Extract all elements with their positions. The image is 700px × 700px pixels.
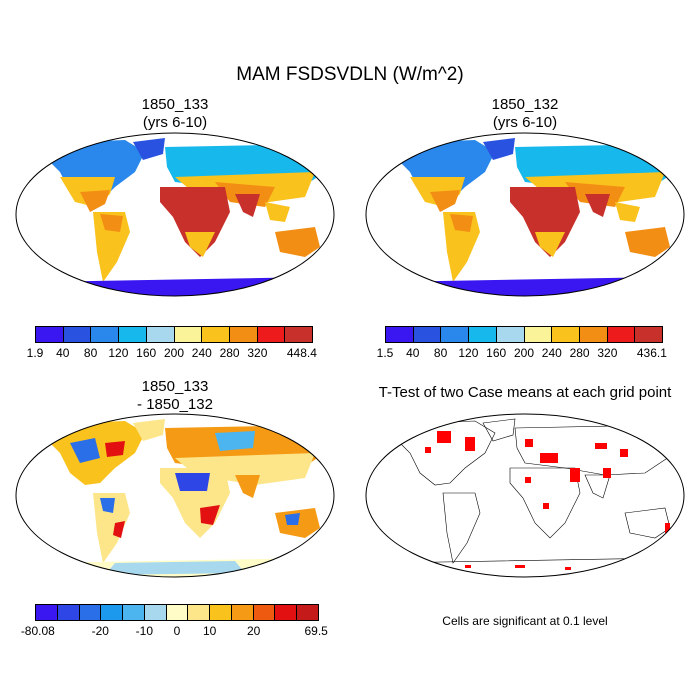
panel-3-tick: -10 <box>135 624 153 638</box>
panel-1-title-line1: 1850_133 <box>141 96 209 113</box>
panel-3-tick: 20 <box>246 624 261 638</box>
panel-3-colorbar-swatch <box>101 605 124 620</box>
panel-1-colorbar-swatch <box>257 327 286 342</box>
panel-1-tick: 448.4 <box>286 346 317 360</box>
panel-3-colorbar-swatch <box>210 605 232 620</box>
panel-3-colorbar-swatch <box>123 605 145 620</box>
panel-2-tick: 436.1 <box>636 346 667 360</box>
panel-1-tick: 160 <box>136 346 157 360</box>
panel-2-map-svg <box>365 132 685 297</box>
panel-2-colorbar-swatch <box>524 327 553 342</box>
panel-3-colorbar-swatch <box>188 605 211 620</box>
panel-1-tick: 200 <box>163 346 185 360</box>
panel-2-title: 1850_132 (yrs 6-10) <box>415 96 635 132</box>
panel-3-colorbar-swatch <box>79 605 102 620</box>
panel-2-tick: 120 <box>458 346 479 360</box>
panel-2-title-line2: (yrs 6-10) <box>492 114 558 131</box>
panel-2-colorbar-swatch <box>441 327 470 342</box>
panel-1-tick: 280 <box>219 346 240 360</box>
panel-1-colorbar-swatch <box>91 327 120 342</box>
panel-1-tick: 320 <box>247 346 268 360</box>
panel-3-colorbar-swatch <box>275 605 298 620</box>
panel-1-colorbar-swatch <box>202 327 230 342</box>
panel-2-tick: 160 <box>486 346 507 360</box>
panel-3-colorbar-swatch <box>166 605 189 620</box>
panel-3-tick: -20 <box>91 624 109 638</box>
panel-3-colorbar-labels: -80.08 -20 -10 0 10 20 69.5 <box>21 624 328 638</box>
panel-1-title: 1850_133 (yrs 6-10) <box>65 96 285 132</box>
panel-1-tick: 120 <box>108 346 129 360</box>
panel-2-colorbar <box>385 326 663 343</box>
panel-2-colorbar-swatch <box>607 327 636 342</box>
panel-1-tick: 240 <box>191 346 212 360</box>
panel-4-title: T-Test of two Case means at each grid po… <box>378 384 672 401</box>
panel-2-colorbar-swatch <box>635 327 663 342</box>
panel-1-title-line2: (yrs 6-10) <box>142 114 208 131</box>
panel-2-tick: 240 <box>541 346 562 360</box>
panel-1-colorbar-swatch <box>63 327 92 342</box>
panel-3-title-line2: - 1850_132 <box>137 396 213 413</box>
panel-3-colorbar-swatch <box>297 605 318 620</box>
panel-1-colorbar-swatch <box>36 327 64 342</box>
panel-3-colorbar <box>35 604 319 621</box>
panel-3-map <box>15 413 335 578</box>
panel-2-tick: 1.5 <box>376 346 394 360</box>
panel-1-colorbar-swatch <box>285 327 313 342</box>
panel-2-title-line1: 1850_132 <box>491 96 559 113</box>
panel-3-map-svg <box>15 413 335 578</box>
panel-4-map <box>365 413 685 578</box>
panel-3-tick: -80.08 <box>20 624 55 638</box>
panel-1-map <box>15 132 335 297</box>
panel-3-title-line1: 1850_133 <box>141 378 209 395</box>
panel-2-tick: 200 <box>513 346 535 360</box>
panel-1-tick: 80 <box>83 346 98 360</box>
panel-3-tick: 0 <box>173 624 181 638</box>
panel-2-tick: 40 <box>406 346 420 360</box>
panel-2-tick: 320 <box>597 346 618 360</box>
panel-1-colorbar-swatch <box>146 327 175 342</box>
panel-2-colorbar-labels: 1.5 40 80 120 160 200 240 280 320 436.1 <box>377 346 667 360</box>
panel-3-tick: 69.5 <box>304 624 328 638</box>
panel-3-colorbar-swatch <box>144 605 167 620</box>
panel-4-map-svg <box>365 413 685 578</box>
panel-3-colorbar-swatch <box>253 605 276 620</box>
figure-title: MAM FSDSVDLN (W/m^2) <box>236 64 464 85</box>
panel-3-title: 1850_133 - 1850_132 <box>65 378 285 414</box>
panel-3-colorbar-swatch <box>231 605 254 620</box>
panel-2-tick: 280 <box>569 346 590 360</box>
panel-2-colorbar-swatch <box>552 327 580 342</box>
panel-1-tick: 40 <box>56 346 70 360</box>
panel-3-tick: 10 <box>202 624 217 638</box>
panel-2-colorbar-swatch <box>579 327 608 342</box>
panel-1-colorbar <box>35 326 313 343</box>
panel-2-tick: 80 <box>433 346 448 360</box>
panel-1-colorbar-swatch <box>229 327 258 342</box>
panel-3-colorbar-swatch <box>36 605 58 620</box>
significance-note: Cells are significant at 0.1 level <box>442 614 608 628</box>
panel-1-colorbar-labels: 1.9 40 80 120 160 200 240 280 320 448.4 <box>27 346 317 360</box>
panel-2-colorbar-swatch <box>413 327 442 342</box>
panel-1-colorbar-swatch <box>174 327 203 342</box>
panel-3-colorbar-swatch <box>57 605 80 620</box>
panel-1-colorbar-swatch <box>119 327 147 342</box>
panel-2-colorbar-swatch <box>496 327 525 342</box>
panel-2-colorbar-swatch <box>386 327 414 342</box>
panel-1-map-svg <box>15 132 335 297</box>
panel-1-tick: 1.9 <box>26 346 44 360</box>
panel-2-colorbar-swatch <box>469 327 497 342</box>
panel-2-map <box>365 132 685 297</box>
